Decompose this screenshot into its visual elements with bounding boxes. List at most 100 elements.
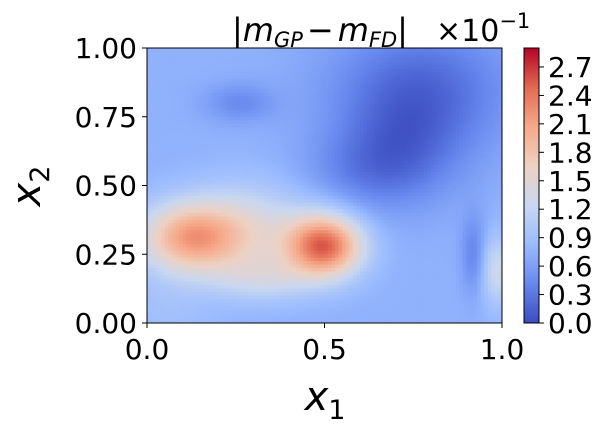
heatmap-cell — [423, 133, 429, 138]
heatmap-cell — [452, 116, 457, 121]
heatmap-cell — [274, 123, 279, 128]
heatmap-cell — [391, 147, 397, 152]
heatmap-cell — [466, 188, 471, 193]
heatmap-cell — [235, 202, 240, 207]
heatmap-cell — [342, 137, 347, 142]
heatmap-cell — [274, 140, 279, 145]
heatmap-cell — [335, 65, 340, 70]
heatmap-cell — [363, 202, 368, 207]
heatmap-cell — [409, 89, 414, 94]
heatmap-cell — [157, 158, 162, 163]
heatmap-cell — [150, 103, 155, 108]
heatmap-cell — [374, 99, 379, 104]
heatmap-cell — [225, 164, 230, 169]
heatmap-cell — [203, 199, 208, 204]
heatmap-cell — [413, 75, 418, 80]
heatmap-cell — [448, 144, 453, 149]
heatmap-cell — [338, 137, 343, 142]
heatmap-cell — [253, 195, 258, 200]
heatmap-cell — [320, 185, 326, 190]
heatmap-cell — [253, 182, 258, 187]
heatmap-cell — [349, 216, 354, 221]
heatmap-cell — [335, 133, 340, 138]
heatmap-cell — [416, 178, 421, 183]
heatmap-cell — [388, 96, 393, 101]
heatmap-cell — [164, 82, 169, 87]
heatmap-cell — [189, 158, 194, 163]
heatmap-cell — [448, 175, 453, 180]
heatmap-cell — [196, 116, 201, 121]
heatmap-cell — [462, 164, 468, 169]
heatmap-cell — [462, 85, 468, 90]
heatmap-cell — [494, 92, 500, 97]
heatmap-cell — [360, 78, 365, 83]
heatmap-cell — [452, 48, 457, 53]
heatmap-cell — [203, 209, 208, 214]
heatmap-cell — [395, 58, 400, 63]
heatmap-cell — [391, 158, 397, 163]
heatmap-cell — [427, 158, 432, 163]
heatmap-cell — [484, 168, 489, 173]
heatmap-cell — [420, 78, 425, 83]
heatmap-cell — [168, 154, 173, 159]
heatmap-cell — [296, 72, 301, 77]
heatmap-cell — [349, 185, 354, 190]
multiplier-base: ×10 — [436, 14, 499, 49]
heatmap-cell — [374, 92, 379, 97]
heatmap-cell — [186, 175, 191, 180]
heatmap-cell — [484, 185, 489, 190]
heatmap-cell — [214, 54, 219, 59]
heatmap-cell — [210, 113, 216, 118]
heatmap-cell — [331, 178, 336, 183]
heatmap-cell — [157, 72, 162, 77]
heatmap-cell — [459, 185, 464, 190]
heatmap-cell — [253, 175, 258, 180]
heatmap-cell — [438, 65, 443, 70]
heatmap-cell — [218, 72, 223, 77]
heatmap-cell — [498, 209, 502, 214]
heatmap-cell — [214, 106, 219, 111]
heatmap-cell — [466, 140, 471, 145]
heatmap-cell — [395, 147, 400, 152]
heatmap-cell — [391, 144, 397, 149]
heatmap-cell — [267, 164, 272, 169]
heatmap-cell — [345, 140, 350, 145]
heatmap-cell — [168, 54, 173, 59]
heatmap-cell — [484, 161, 489, 166]
heatmap-cell — [161, 140, 166, 145]
heatmap-cell — [157, 75, 162, 80]
heatmap-cell — [388, 213, 393, 218]
heatmap-cell — [299, 151, 304, 156]
heatmap-cell — [200, 82, 205, 87]
heatmap-cell — [289, 113, 294, 118]
heatmap-cell — [367, 202, 372, 207]
heatmap-cell — [349, 178, 354, 183]
heatmap-cell — [484, 103, 489, 108]
heatmap-cell — [232, 130, 237, 135]
heatmap-cell — [438, 116, 443, 121]
heatmap-cell — [349, 192, 354, 197]
heatmap-cell — [239, 216, 244, 221]
heatmap-cell — [210, 116, 216, 121]
heatmap-cell — [416, 147, 421, 152]
heatmap-cell — [221, 178, 226, 183]
heatmap-cell — [232, 192, 237, 197]
heatmap-cell — [150, 154, 155, 159]
heatmap-cell — [402, 96, 407, 101]
heatmap-cell — [310, 216, 315, 221]
heatmap-cell — [491, 144, 496, 149]
heatmap-cell — [239, 178, 244, 183]
heatmap-cell — [388, 58, 393, 63]
heatmap-cell — [157, 188, 162, 193]
heatmap-cell — [299, 68, 304, 73]
heatmap-cell — [349, 199, 354, 204]
heatmap-cell — [299, 154, 304, 159]
heatmap-cell — [441, 85, 446, 90]
heatmap-cell — [328, 147, 333, 152]
heatmap-cell — [427, 130, 432, 135]
heatmap-cell — [473, 164, 478, 169]
heatmap-cell — [285, 78, 290, 83]
heatmap-cell — [313, 137, 318, 142]
heatmap-cell — [381, 82, 386, 87]
heatmap-cell — [242, 113, 247, 118]
